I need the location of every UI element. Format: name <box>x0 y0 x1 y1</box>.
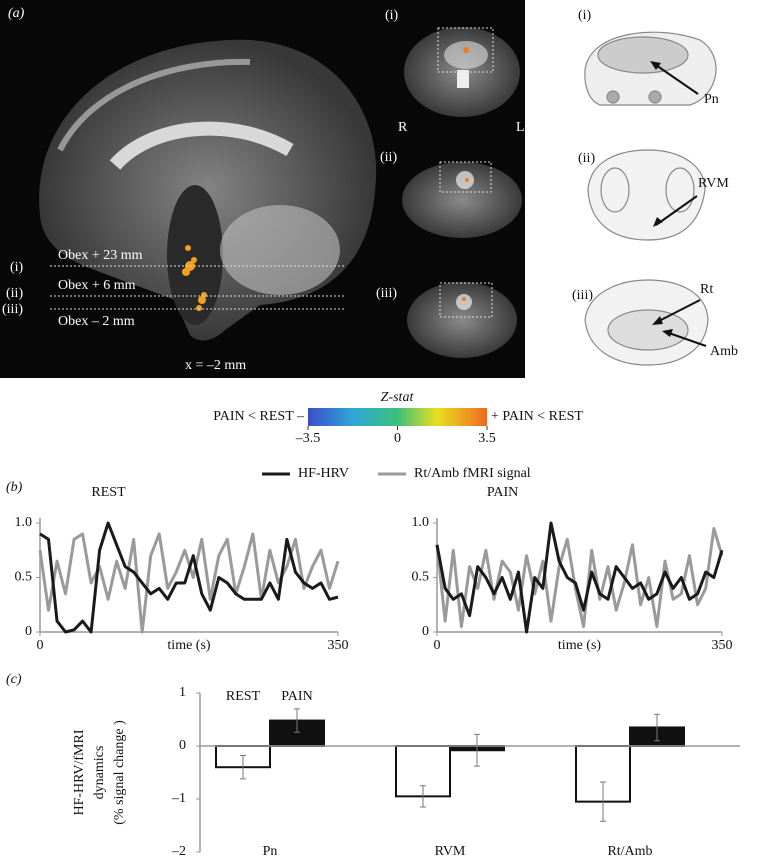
error-bar <box>600 781 606 822</box>
error-bar <box>474 733 480 767</box>
mri-panel: (a) (i) Obex + 23 mm (ii) Obex + 6 mm (i… <box>0 0 525 378</box>
x-tick-label: 0 <box>37 638 44 653</box>
legend-label: Rt/Amb fMRI signal <box>414 466 531 481</box>
atlas-diagrams <box>584 31 717 366</box>
colorbar-tick-label: 0 <box>394 431 401 446</box>
level-label: Obex – 2 mm <box>58 314 135 329</box>
chart-title: PAIN <box>487 485 518 500</box>
series-line <box>38 532 340 634</box>
chart-title: REST <box>91 485 126 500</box>
x-tick-label: 0 <box>434 638 441 653</box>
y-axis-label: (% signal change ) <box>112 720 127 825</box>
atlas-roman: (ii) <box>578 151 595 166</box>
series-line <box>435 521 724 634</box>
x-tick-label: 350 <box>712 638 733 653</box>
panel-label: (a) <box>8 6 25 21</box>
series-line <box>39 521 339 634</box>
axial-roman: (i) <box>385 8 399 23</box>
error-bar <box>240 755 246 780</box>
atlas-roman: (i) <box>578 8 592 23</box>
y-tick-label: 0 <box>422 624 429 639</box>
region-label: Amb <box>710 344 738 359</box>
y-tick-label: 1.0 <box>412 515 430 530</box>
atlas-roman: (iii) <box>572 288 593 303</box>
x-tick-label: RVM <box>435 844 466 859</box>
y-tick-label: –2 <box>171 844 186 859</box>
legend-label: HF-HRV <box>298 466 349 481</box>
legend-label: REST <box>226 689 261 704</box>
colorbar-tick-label: 3.5 <box>478 431 496 446</box>
y-tick-label: 0.5 <box>412 570 430 585</box>
axial-roman: (iii) <box>376 286 397 301</box>
y-tick-label: 0.5 <box>15 570 33 585</box>
x-axis-label: time (s) <box>558 638 601 653</box>
region-label: Pn <box>704 92 719 107</box>
region-label: RVM <box>698 176 729 191</box>
colorbar-left: PAIN < REST – <box>213 409 305 424</box>
axial-roman: (ii) <box>380 150 397 165</box>
y-tick-label: 1 <box>179 685 186 700</box>
region-label: Rt <box>700 282 713 297</box>
level-roman: (ii) <box>6 286 23 301</box>
colorbar-right: + PAIN < REST <box>491 409 583 424</box>
level-roman: (i) <box>10 260 24 275</box>
y-tick-label: 0 <box>179 738 186 753</box>
x-axis-label: time (s) <box>167 638 210 653</box>
error-bar <box>654 713 660 742</box>
side-label: R <box>398 120 408 135</box>
error-bar <box>294 708 300 733</box>
colorbar <box>308 408 487 426</box>
panel-label: (c) <box>6 672 22 687</box>
slice-label: x = –2 mm <box>185 358 246 373</box>
y-tick-label: –1 <box>171 791 186 806</box>
x-tick-label: 350 <box>328 638 349 653</box>
level-label: Obex + 23 mm <box>58 248 143 263</box>
level-label: Obex + 6 mm <box>58 278 136 293</box>
y-axis-label: HF-HRV/fMRI <box>72 729 87 815</box>
side-label: L <box>516 120 525 135</box>
panel-label: (b) <box>6 480 23 495</box>
y-tick-label: 0 <box>25 624 32 639</box>
y-axis-label: dynamics <box>92 746 107 800</box>
y-tick-label: 1.0 <box>15 515 33 530</box>
x-tick-label: Pn <box>263 844 278 859</box>
error-bar <box>420 785 426 808</box>
colorbar-tick-label: –3.5 <box>295 431 321 446</box>
legend-label: PAIN <box>281 689 312 704</box>
series-line <box>435 526 724 629</box>
level-roman: (iii) <box>2 302 23 317</box>
colorbar-title: Z-stat <box>381 390 415 405</box>
x-tick-label: Rt/Amb <box>607 844 652 859</box>
